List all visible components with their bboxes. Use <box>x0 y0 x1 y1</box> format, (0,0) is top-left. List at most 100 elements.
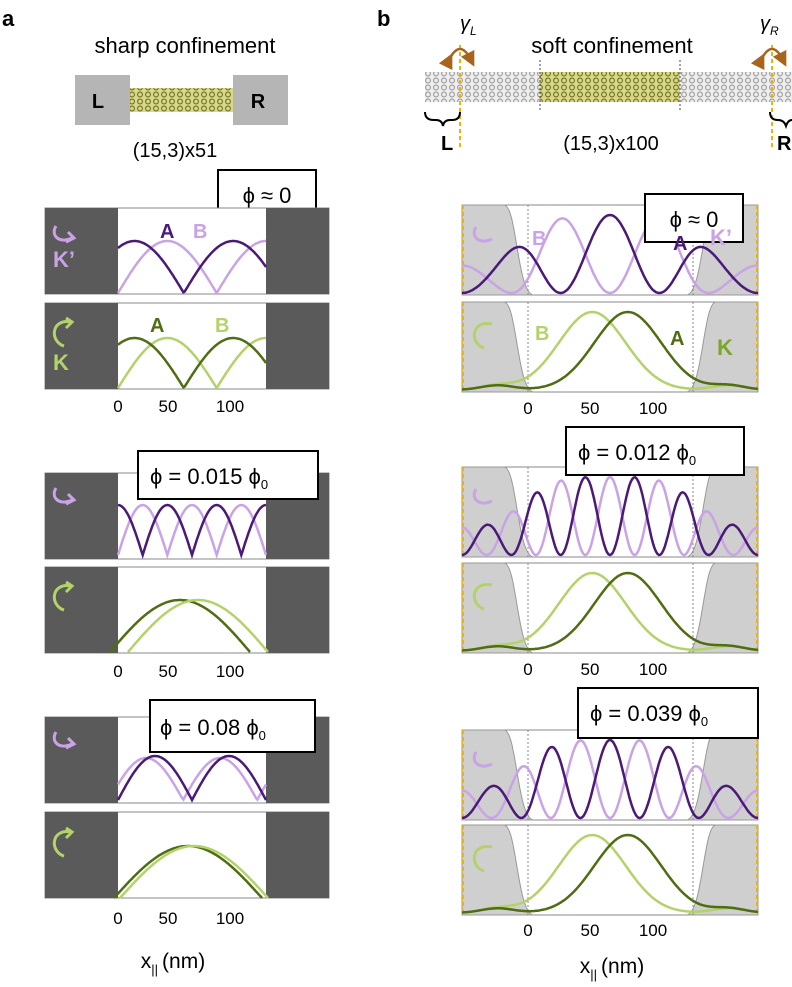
flux-label-box <box>149 699 316 753</box>
tick-label: 0 <box>113 397 122 416</box>
a-sublattice-curve <box>116 754 268 803</box>
kprime-plot-a1: A B K’ <box>44 207 330 296</box>
tick-label: 50 <box>581 660 600 679</box>
k-plot-a3 <box>44 811 330 899</box>
valley-label-kprime: K’ <box>710 225 732 250</box>
x-ticks: 0 50 100 <box>523 399 667 418</box>
valley-label-k: K <box>53 350 69 375</box>
tick-label: 50 <box>159 397 178 416</box>
tube-label-b: (15,3)x100 <box>563 133 659 155</box>
a-sublattice-curve <box>461 475 759 557</box>
nanotube-olive <box>540 72 680 102</box>
arrow-head-icon <box>64 580 75 594</box>
b-sublattice-curve <box>119 844 269 899</box>
x-ticks: 0 50 100 <box>113 662 244 681</box>
arrow-head-icon <box>65 492 77 506</box>
flux-label-box <box>137 450 319 500</box>
arrow-head-icon <box>64 826 75 840</box>
a-sublattice-label: A <box>670 328 684 350</box>
sharp-device-schematic: L R <box>75 75 288 125</box>
left-lead-region <box>45 567 118 653</box>
panel-a: a sharp confinement L R (15,3)x51 ϕ ≈ 0 … <box>2 6 330 977</box>
tick-label: 50 <box>581 399 600 418</box>
right-soft-barrier <box>685 562 759 654</box>
right-lead-block <box>233 75 288 125</box>
right-lead-label: R <box>777 133 792 155</box>
flux-label: ϕ ≈ 0 <box>243 183 292 208</box>
panel-b: b soft confinement γL γR L R (15,3)x100 <box>377 6 792 982</box>
right-lead-region <box>266 567 329 653</box>
b-sublattice-curve <box>461 475 759 557</box>
flux-label: ϕ = 0.012 ϕ0 <box>578 440 696 468</box>
gamma-left-arrow-icon <box>438 47 475 71</box>
b-sublattice-curve <box>116 503 268 560</box>
a-sublattice-curve <box>461 738 759 820</box>
a-sublattice-curve <box>461 571 759 652</box>
b-sublattice-curve <box>116 239 266 296</box>
arrow-head-icon <box>65 736 77 750</box>
tube-label-a: (15,3)x51 <box>133 140 218 162</box>
tick-label: 50 <box>159 909 178 928</box>
flux-label: ϕ ≈ 0 <box>670 207 719 232</box>
flux-label: ϕ = 0.08 ϕ0 <box>160 715 266 743</box>
kprime-plot-b2 <box>461 466 759 558</box>
circular-arrow-icon <box>53 830 73 858</box>
right-soft-barrier <box>685 824 759 916</box>
k-plot-a1: A B K <box>44 302 330 391</box>
gamma-right-label: γR <box>760 13 779 38</box>
flux-label: ϕ = 0.015 ϕ0 <box>150 464 268 492</box>
tick-label: 50 <box>159 662 178 681</box>
b-sublattice-label: B <box>193 221 207 243</box>
a-sublattice-curve <box>109 598 251 653</box>
circular-arrow-icon <box>472 488 493 505</box>
circular-arrow-icon <box>53 320 73 348</box>
b-sublattice-curve <box>116 756 268 802</box>
b-sublattice-label: B <box>532 228 546 250</box>
a-group-1: ϕ ≈ 0 A B K’ A B K <box>44 169 330 416</box>
tick-label: 50 <box>581 921 600 940</box>
b-sublattice-curve <box>127 598 269 653</box>
tick-label: 100 <box>216 909 244 928</box>
left-lead-label: L <box>441 133 453 155</box>
x-ticks: 0 50 100 <box>113 397 244 416</box>
circular-arrow-icon <box>473 583 493 611</box>
tick-label: 100 <box>639 660 667 679</box>
gamma-right-arrow-icon <box>750 47 787 71</box>
a-sublattice-label: A <box>150 315 164 337</box>
a-sublattice-curve <box>117 503 267 560</box>
x-axis-label-b: x|| (nm) <box>580 955 644 982</box>
circular-arrow-icon <box>53 584 73 612</box>
x-axis-label-a: x|| (nm) <box>141 950 205 977</box>
tick-label: 0 <box>113 909 122 928</box>
right-lead-region <box>266 208 329 294</box>
right-lead-label: R <box>251 91 266 113</box>
flux-label-box <box>577 687 759 739</box>
valley-label-kprime: K’ <box>53 247 75 272</box>
b-sublattice-label: B <box>215 315 229 337</box>
left-lead-region <box>45 812 118 898</box>
left-lead-region <box>45 717 118 803</box>
tick-label: 100 <box>639 921 667 940</box>
right-lead-region <box>266 303 329 389</box>
panel-b-letter: b <box>377 6 390 31</box>
soft-device-schematic: γL γR L R <box>424 13 792 155</box>
a-sublattice-label: A <box>160 221 174 243</box>
b-sublattice-curve <box>116 336 266 391</box>
circular-arrow-icon <box>473 845 493 873</box>
x-ticks: 0 50 100 <box>113 909 244 928</box>
left-lead-region <box>45 473 118 559</box>
nanotube-segment <box>130 88 233 112</box>
valley-label-k: K <box>717 335 733 360</box>
k-plot-a2 <box>44 566 330 654</box>
flux-label: ϕ = 0.039 ϕ0 <box>590 701 708 729</box>
right-soft-barrier <box>685 301 759 393</box>
circular-arrow-icon <box>473 322 493 350</box>
k-plot-b3 <box>461 824 759 916</box>
circular-arrow-icon <box>472 226 493 243</box>
a-group-3: ϕ = 0.08 ϕ0 0 50 100 <box>44 699 330 928</box>
left-lead-brace <box>424 111 461 127</box>
tick-label: 0 <box>523 921 532 940</box>
a-group-2: ϕ = 0.015 ϕ0 0 50 100 <box>44 450 330 681</box>
tick-label: 0 <box>113 662 122 681</box>
